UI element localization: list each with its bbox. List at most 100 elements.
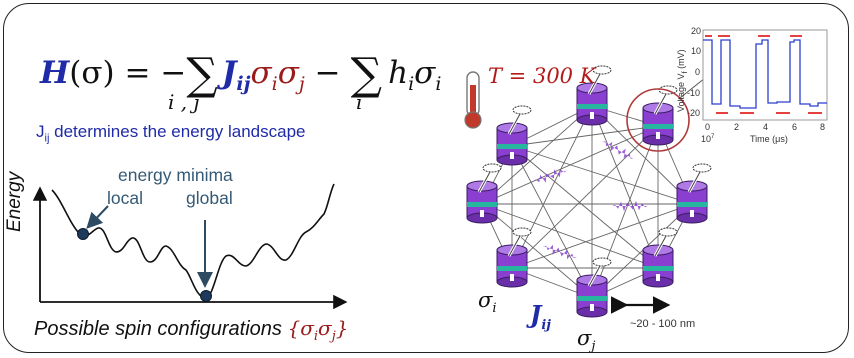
coupling-edge	[481, 203, 593, 299]
inset-y-sub: f	[679, 71, 689, 74]
config-set-i: i	[313, 329, 319, 344]
coupling-label-sub: ij	[541, 317, 552, 333]
caption-text: determines the energy landscape	[49, 122, 306, 141]
coupling-edge	[511, 145, 659, 269]
field-spin: σ	[414, 55, 436, 91]
sigma-j-symbol: σ	[577, 326, 592, 350]
coupling-edge	[481, 203, 659, 269]
local-arrow	[86, 205, 109, 229]
global-minimum-ball	[200, 290, 212, 302]
spin-j-sub: j	[298, 73, 305, 96]
inset-exp-sup: 7	[711, 134, 715, 140]
inset-y-unit: (mV)	[676, 49, 686, 72]
inset-xtick-2: 2	[734, 122, 740, 132]
config-set-open: {σ	[287, 316, 314, 340]
spin-i: σ	[250, 55, 272, 91]
hamiltonian-symbol: H	[40, 55, 70, 91]
inset-y-label: Voltage Vf (mV)	[676, 49, 689, 112]
inset-xtick-0: 0	[705, 122, 711, 132]
inset-x-label: Time (μs)	[750, 134, 788, 144]
global-label: global	[186, 188, 233, 208]
threshold-marks	[705, 35, 822, 114]
spin-device	[496, 227, 532, 288]
sum-symbol-2: ∑	[350, 49, 383, 100]
coupling-edge	[511, 145, 593, 299]
sigma-i-label: σi	[478, 288, 497, 316]
inset-exp-base: 10	[701, 134, 712, 144]
spin-device	[642, 85, 678, 146]
inset-ytick-m10: -10	[687, 88, 701, 98]
sigma-i-sub: i	[492, 301, 497, 317]
spin-device	[642, 227, 678, 288]
spin-wave	[532, 169, 568, 183]
spin-j: σ	[277, 55, 299, 91]
config-set-close: }	[335, 316, 349, 340]
spin-device	[676, 163, 712, 224]
temperature-label: T = 300 K	[488, 64, 596, 88]
spin-wave	[612, 200, 648, 212]
coupling-edge	[591, 105, 659, 269]
sum2-subscript: i	[356, 90, 363, 114]
sigma-j-sub: j	[591, 339, 596, 355]
coupling-label: Jij	[530, 300, 551, 333]
coupling-edge	[591, 203, 693, 299]
config-set-mid: σ	[318, 316, 332, 340]
spin-device	[496, 105, 532, 166]
coupling-edge	[511, 125, 659, 147]
inset-xtick-8: 8	[820, 122, 826, 132]
coupling-edge	[481, 125, 659, 205]
spin-wave	[602, 141, 634, 159]
equation-arg: (σ) = −	[69, 55, 187, 91]
caption-j: J	[36, 122, 45, 141]
field-symbol: h	[388, 55, 409, 91]
coupling-edge	[481, 105, 593, 205]
inset-ytick-10: 10	[691, 46, 702, 56]
inset-voltage-plot	[702, 29, 828, 121]
inset-ytick-20: 20	[691, 26, 702, 36]
interaction-waves	[532, 141, 648, 260]
caption-j-sub: ij	[44, 132, 50, 145]
spin-wave	[542, 244, 578, 260]
hamiltonian-equation: H(σ) = −∑ Jijσiσj − ∑ hiσi	[40, 43, 441, 100]
minima-label: energy minima	[118, 165, 233, 185]
inset-xtick-6: 6	[792, 122, 798, 132]
rounded-frame	[3, 3, 849, 353]
equation-minus: −	[304, 55, 341, 91]
inset-ytick-0: 0	[695, 67, 701, 77]
landscape-caption: Jij determines the energy landscape	[36, 122, 306, 144]
coupling-symbol: J	[221, 55, 237, 91]
spin-device	[466, 163, 502, 224]
coupling-edge	[511, 203, 693, 269]
inset-ytick-m20: -20	[687, 108, 701, 118]
spin-nodes	[466, 65, 712, 318]
local-label: local	[107, 188, 143, 208]
inset-x-exponent: 107	[701, 134, 714, 144]
coupling-edge	[511, 125, 659, 269]
spin-i-sub: i	[271, 73, 278, 96]
highlight-circle	[626, 88, 690, 152]
configuration-axis-label: Possible spin configurations {σiσj}	[34, 316, 348, 344]
size-label: ~20 - 100 nm	[630, 318, 696, 330]
coupling-edge	[591, 105, 693, 205]
config-axis-text: Possible spin configurations	[34, 318, 288, 340]
sigma-j-label: σj	[577, 326, 595, 354]
inset-xtick-4: 4	[763, 122, 769, 132]
field-sub: i	[408, 73, 415, 96]
coupling-edge	[591, 125, 659, 299]
spin-device	[576, 257, 612, 318]
sum1-subscript: i , j	[168, 90, 200, 114]
local-minimum-ball	[77, 228, 89, 240]
sigma-i-symbol: σ	[478, 288, 493, 312]
thermometer-icon	[464, 71, 482, 129]
coupling-edge	[511, 145, 693, 205]
coupling-subscript: ij	[236, 73, 251, 96]
coupling-label-j: J	[530, 300, 542, 329]
voltage-trace	[703, 39, 827, 109]
inset-y-text: Voltage V	[676, 73, 686, 112]
energy-curve	[51, 183, 335, 299]
spin-device	[576, 65, 612, 126]
config-set-j: j	[331, 329, 336, 344]
